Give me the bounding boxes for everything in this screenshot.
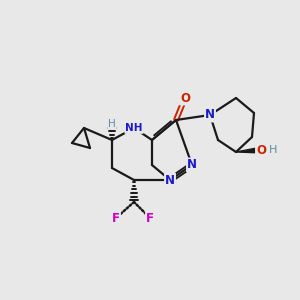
Text: H: H [269, 145, 277, 155]
Text: O: O [256, 143, 266, 157]
Text: N: N [187, 158, 197, 172]
Text: N: N [205, 109, 215, 122]
Text: O: O [180, 92, 190, 104]
Text: H: H [108, 119, 116, 129]
Text: N: N [165, 173, 175, 187]
Text: F: F [146, 212, 154, 224]
Text: F: F [112, 212, 120, 224]
Polygon shape [236, 147, 262, 153]
Text: NH: NH [125, 123, 143, 133]
